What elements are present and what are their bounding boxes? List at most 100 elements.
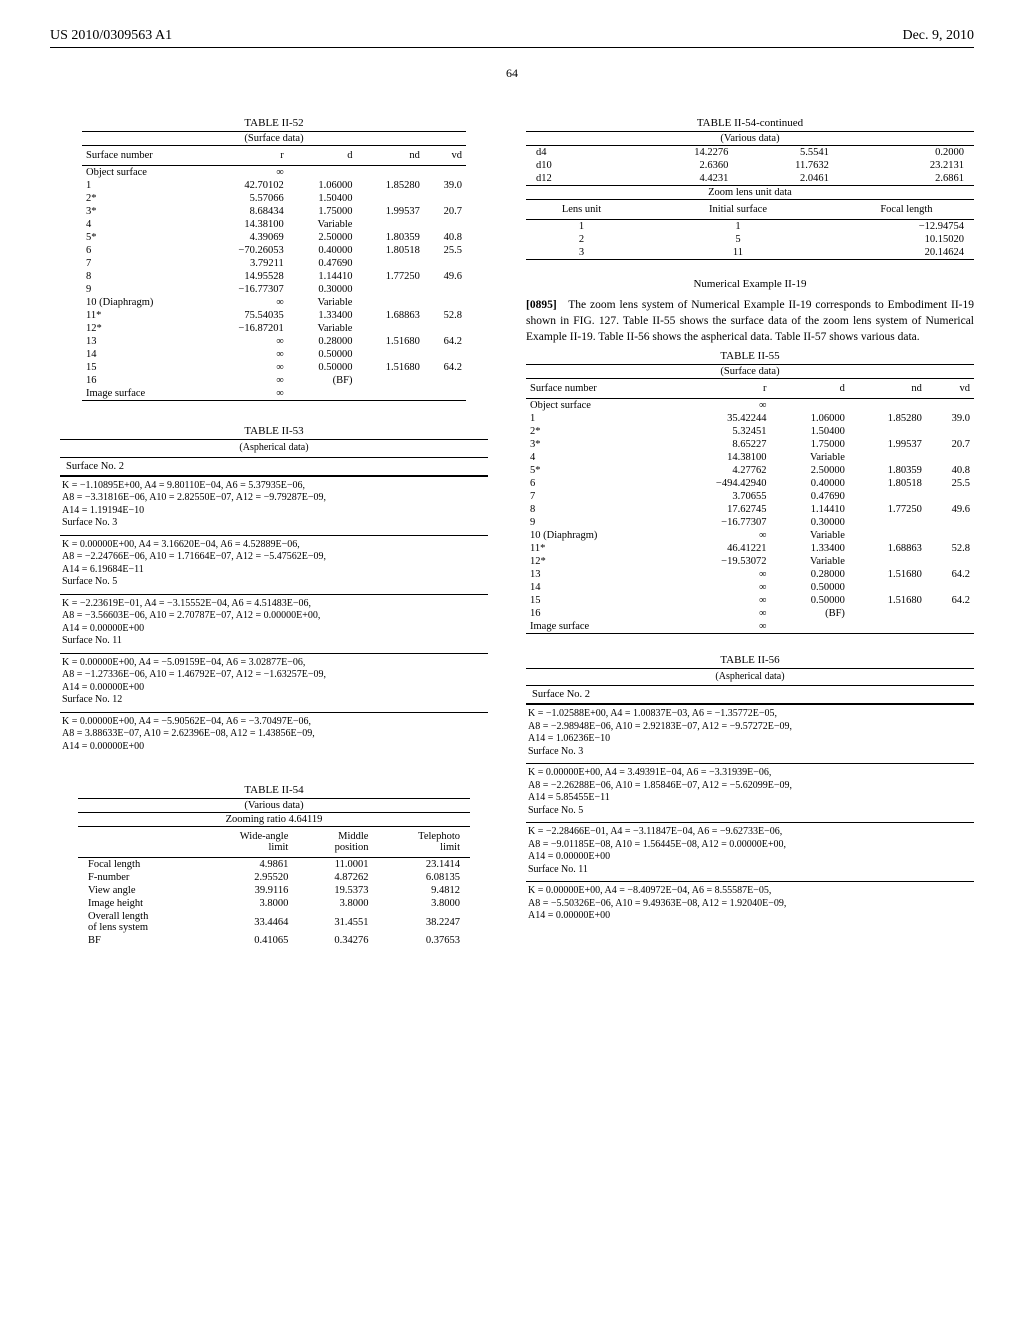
col-header: Telephoto limit	[378, 827, 470, 858]
cell: ∞	[203, 361, 288, 374]
cell	[849, 425, 926, 438]
cell	[356, 192, 423, 205]
publication-date: Dec. 9, 2010	[902, 28, 974, 44]
table-ii-52: (Surface data) Surface number r d nd vd …	[82, 131, 466, 401]
cell: −70.26053	[203, 244, 288, 257]
table-row: 73.706550.47690	[526, 490, 974, 503]
cell: 31.4551	[298, 910, 378, 934]
table-row: Object surface∞	[82, 166, 466, 180]
cell: 1.33400	[770, 542, 848, 555]
col-header: Surface number	[526, 378, 664, 398]
table-row: 13∞0.280001.5168064.2	[82, 335, 466, 348]
table-row: 10 (Diaphragm)∞Variable	[82, 296, 466, 309]
cell: ∞	[664, 568, 771, 581]
table-row: 6−70.260530.400001.8051825.5	[82, 244, 466, 257]
cell: 1.80359	[356, 231, 423, 244]
cell: 5.5541	[738, 146, 839, 160]
cell	[926, 516, 974, 529]
cell: 4.27762	[664, 464, 771, 477]
page-header: US 2010/0309563 A1 Dec. 9, 2010	[50, 28, 974, 48]
cell: 0.50000	[288, 361, 357, 374]
paragraph: [0895] The zoom lens system of Numerical…	[526, 298, 974, 346]
aspherical-line: K = −2.23619E−01, A4 = −3.15552E−04, A6 …	[62, 598, 486, 611]
table-ii-55: (Surface data) Surface number r d nd vd …	[526, 364, 974, 634]
table-ii-56: (Aspherical data) Surface No. 2K = −1.02…	[526, 668, 974, 928]
cell: 0.37653	[378, 934, 470, 947]
cell: 1.77250	[849, 503, 926, 516]
cell: Variable	[288, 322, 357, 335]
aspherical-line: A8 = −1.27336E−06, A10 = 1.46792E−07, A1…	[62, 669, 486, 682]
cell	[424, 374, 466, 387]
cell: 0.47690	[288, 257, 357, 270]
cell: 8	[82, 270, 203, 283]
table-row: Overall length of lens system33.446431.4…	[78, 910, 470, 934]
cell	[926, 529, 974, 542]
cell: 5.32451	[664, 425, 771, 438]
para-ref: [0895]	[526, 299, 557, 311]
cell: View angle	[78, 884, 197, 897]
cell: 0.28000	[288, 335, 357, 348]
cell	[849, 529, 926, 542]
cell: 6	[82, 244, 203, 257]
cell: ∞	[203, 335, 288, 348]
cell: ∞	[664, 620, 771, 634]
cell: 20.7	[926, 438, 974, 451]
aspherical-line: A8 = −5.50326E−06, A10 = 9.49363E−08, A1…	[528, 898, 972, 911]
cell: Object surface	[82, 166, 203, 180]
cell: 3*	[526, 438, 664, 451]
table-row: 73.792110.47690	[82, 257, 466, 270]
cell	[926, 620, 974, 634]
cell: 4	[82, 218, 203, 231]
cell	[849, 581, 926, 594]
cell: Image surface	[526, 620, 664, 634]
cell: ∞	[664, 594, 771, 607]
cell	[356, 374, 423, 387]
col-header: nd	[849, 378, 926, 398]
cell: 39.0	[926, 412, 974, 425]
cell: 9.4812	[378, 884, 470, 897]
cell: 2	[526, 233, 637, 246]
cell: d12	[526, 172, 637, 186]
cell: 1.77250	[356, 270, 423, 283]
cell	[356, 348, 423, 361]
cell: 3.70655	[664, 490, 771, 503]
cell: 8.68434	[203, 205, 288, 218]
cell: 1.68863	[356, 309, 423, 322]
cell	[356, 283, 423, 296]
cell: 16	[526, 607, 664, 620]
page-number: 64	[50, 66, 974, 81]
cell: 2.95520	[197, 871, 298, 884]
cell: ∞	[664, 529, 771, 542]
cell: 14.38100	[203, 218, 288, 231]
cell: 14.38100	[664, 451, 771, 464]
table-row: 15∞0.500001.5168064.2	[82, 361, 466, 374]
cell: Variable	[770, 529, 848, 542]
aspherical-line: A8 = −3.56603E−06, A10 = 2.70787E−07, A1…	[62, 610, 486, 623]
aspherical-line: A8 = −2.24766E−06, A10 = 1.71664E−07, A1…	[62, 551, 486, 564]
table-row: 2*5.570661.50400	[82, 192, 466, 205]
cell: d10	[526, 159, 637, 172]
cell: 5*	[82, 231, 203, 244]
aspherical-line: A8 = −2.26288E−06, A10 = 1.85846E−07, A1…	[528, 780, 972, 793]
aspherical-line: K = 0.00000E+00, A4 = 3.16620E−04, A6 = …	[62, 539, 486, 552]
cell: ∞	[203, 296, 288, 309]
table-row: 5*4.277622.500001.8035940.8	[526, 464, 974, 477]
cell	[926, 581, 974, 594]
cell: 1.75000	[770, 438, 848, 451]
cell: 75.54035	[203, 309, 288, 322]
cell: 11*	[82, 309, 203, 322]
cell: 52.8	[424, 309, 466, 322]
cell: (BF)	[288, 374, 357, 387]
cell: 49.6	[424, 270, 466, 283]
cell: 7	[82, 257, 203, 270]
cell: 1.85280	[849, 412, 926, 425]
table-subtitle: (Surface data)	[526, 364, 974, 378]
aspherical-line: K = 0.00000E+00, A4 = −8.40972E−04, A6 =…	[528, 885, 972, 898]
table-row: 142.701021.060001.8528039.0	[82, 179, 466, 192]
cell: 1	[637, 220, 839, 234]
aspherical-line: Surface No. 5	[528, 805, 972, 818]
table-row: 15∞0.500001.5168064.2	[526, 594, 974, 607]
table-row: 14∞0.50000	[526, 581, 974, 594]
cell	[356, 218, 423, 231]
cell: 2*	[526, 425, 664, 438]
